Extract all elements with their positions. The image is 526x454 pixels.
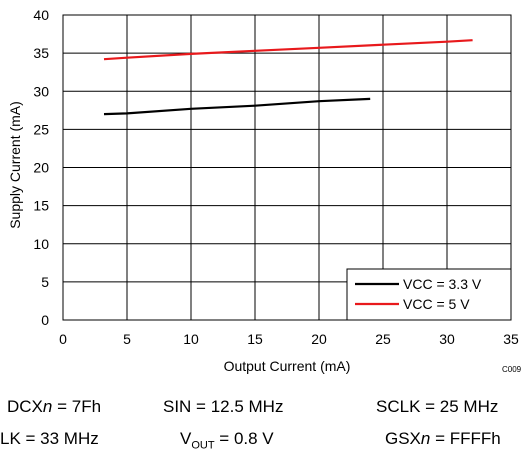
series-group <box>103 39 473 116</box>
legend: VCC = 3.3 V VCC = 5 V <box>346 268 512 321</box>
plot-frame <box>62 14 512 321</box>
x-axis-label: Output Current (mA) <box>224 358 351 374</box>
x-tick-label: 10 <box>183 331 199 347</box>
x-tick-label: 15 <box>247 331 263 347</box>
figure-code: C009 <box>502 365 522 374</box>
y-tick-label: 35 <box>33 45 49 61</box>
y-tick-label: 5 <box>41 274 49 290</box>
y-tick-label: 20 <box>33 160 49 176</box>
series-line-1 <box>103 97 371 116</box>
x-tick-label: 20 <box>311 331 327 347</box>
y-tick-label: 40 <box>33 7 49 23</box>
y-tick-label: 25 <box>33 121 49 137</box>
x-tick-label: 5 <box>123 331 131 347</box>
caption-sclk: SCLK = 25 MHz <box>376 397 499 416</box>
x-tick-label: 25 <box>375 331 391 347</box>
legend-entry: VCC = 3.3 V <box>403 276 482 292</box>
caption-sin: SIN = 12.5 MHz <box>163 397 284 416</box>
y-tick-label: 30 <box>33 83 49 99</box>
x-tick-labels: 0 5 10 15 20 25 30 35 <box>59 331 519 347</box>
chart: 0 5 10 15 20 25 30 35 0 5 10 15 20 25 30 35 40 Output C… <box>7 7 522 374</box>
y-axis-label: Supply Current (mA) <box>7 101 23 229</box>
y-tick-labels: 0 5 10 15 20 25 30 35 40 <box>33 7 49 328</box>
legend-box <box>346 268 512 321</box>
x-tick-label: 35 <box>503 331 519 347</box>
legend-entry: VCC = 5 V <box>403 296 470 312</box>
y-tick-label: 10 <box>33 236 49 252</box>
y-tick-label: 0 <box>41 312 49 328</box>
x-tick-label: 0 <box>59 331 67 347</box>
caption-dcx: DCXn = 7Fh <box>7 397 102 416</box>
x-tick-label: 30 <box>439 331 455 347</box>
caption-gsx: GSXn = FFFFh <box>385 429 501 448</box>
y-tick-label: 15 <box>33 198 49 214</box>
caption-lk: LK = 33 MHz <box>0 429 99 448</box>
series-line-2 <box>103 39 473 61</box>
caption-vout: VOUT = 0.8 V <box>180 429 274 452</box>
